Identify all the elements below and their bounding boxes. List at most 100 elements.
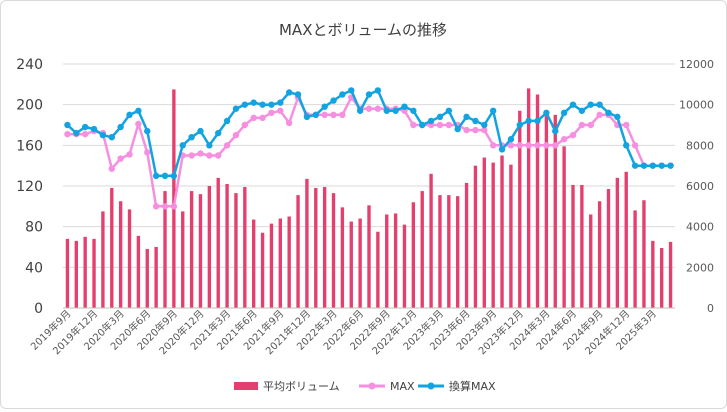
series-point [188, 152, 195, 159]
series-point [161, 203, 169, 210]
line-series [64, 87, 674, 210]
series-point [419, 121, 426, 129]
bar [225, 183, 229, 308]
series-point [543, 142, 550, 149]
series-point [587, 121, 594, 129]
series-point [64, 121, 71, 129]
series-point [197, 127, 204, 135]
bar [349, 221, 353, 308]
series-point [365, 91, 373, 98]
series-point [410, 121, 417, 129]
bar [154, 247, 158, 308]
bar [385, 214, 389, 308]
series-point [330, 111, 337, 119]
bar [216, 177, 220, 308]
bar [491, 162, 495, 308]
series-point [410, 107, 417, 114]
bar [234, 193, 238, 308]
series-point [489, 107, 497, 114]
series-point [560, 109, 568, 117]
series-point [481, 126, 488, 134]
bar [92, 238, 96, 308]
bar [252, 219, 256, 308]
series-point [498, 146, 506, 153]
series-point [312, 111, 319, 119]
y-right-tick-label: 8000 [686, 139, 714, 152]
y-left-tick-label: 240 [16, 57, 43, 73]
bar [580, 184, 584, 308]
bar [668, 241, 673, 308]
series-point [543, 109, 550, 117]
series-point [144, 149, 151, 156]
series-point [667, 162, 674, 169]
legend-marker-converted-max [427, 382, 435, 390]
series-point [188, 134, 195, 141]
y-right-tick-label: 10000 [679, 99, 714, 112]
bar [464, 182, 469, 308]
series-point [268, 101, 275, 108]
bar [420, 191, 424, 308]
y-right-tick-label: 0 [707, 302, 714, 315]
bar [500, 155, 504, 308]
legend-item-max: MAX [359, 380, 415, 393]
bar [181, 211, 185, 308]
series-point [631, 162, 639, 169]
bar [305, 178, 309, 308]
bar [367, 205, 371, 308]
series-point [348, 87, 355, 94]
bar [562, 146, 566, 308]
legend-marker-max [368, 382, 376, 390]
series-point [152, 203, 160, 210]
series-point [525, 117, 532, 125]
series-point [170, 203, 178, 210]
series-point [596, 111, 603, 119]
series-point [223, 142, 231, 149]
series-point [623, 121, 630, 129]
bar [553, 114, 557, 308]
series-point [365, 105, 373, 112]
series-point [268, 109, 275, 117]
bar [393, 213, 398, 308]
y-left-tick-label: 200 [16, 98, 43, 114]
series-point [232, 131, 240, 139]
bar [314, 188, 318, 308]
bar [473, 165, 478, 308]
series-point [640, 162, 648, 169]
series-point [578, 121, 586, 129]
series-point [507, 136, 515, 143]
bar [438, 195, 442, 308]
series-point [170, 172, 178, 180]
bar [74, 240, 78, 308]
series-point [294, 91, 302, 98]
series-point [64, 130, 71, 138]
series-point [596, 101, 603, 108]
series-point [126, 111, 133, 119]
series-point [259, 101, 266, 108]
series-point [507, 142, 515, 149]
y-left-tick-label: 160 [16, 138, 43, 154]
series-point [339, 91, 346, 98]
bar [189, 191, 194, 308]
bar [278, 218, 282, 308]
series-point [560, 136, 568, 143]
bar [597, 201, 602, 308]
bar [198, 194, 203, 308]
series-point [117, 155, 124, 162]
chart-title: MAXとボリュームの推移 [279, 21, 447, 39]
series-point [285, 119, 293, 127]
series-point [631, 142, 639, 149]
series-point [250, 114, 257, 122]
series-point [463, 113, 470, 121]
bar [482, 157, 486, 308]
bar [535, 94, 540, 308]
bar [624, 171, 628, 308]
bar [518, 110, 522, 309]
y-left-tick-label: 40 [25, 260, 43, 276]
bar [447, 195, 451, 308]
series-point [285, 89, 293, 96]
series-point [552, 142, 559, 149]
series-point [534, 117, 541, 125]
series-point [525, 142, 532, 149]
legend-item-volume: 平均ボリューム [234, 380, 340, 393]
